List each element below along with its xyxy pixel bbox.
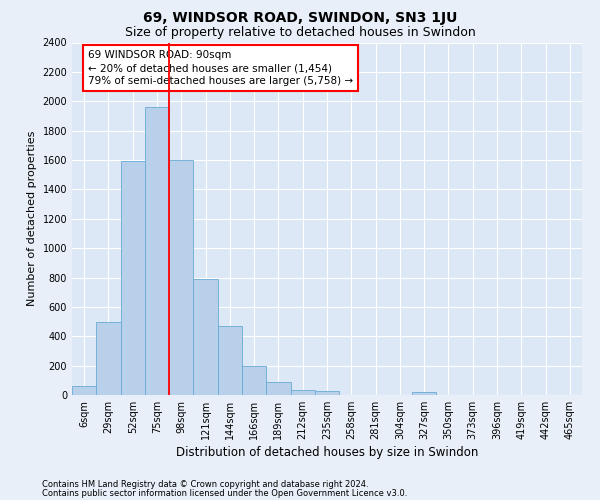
Bar (242, 366, 266, 395)
Text: 69 WINDSOR ROAD: 90sqm
← 20% of detached houses are smaller (1,454)
79% of semi-: 69 WINDSOR ROAD: 90sqm ← 20% of detached… (88, 50, 353, 86)
Bar (193, 279, 218, 395)
Bar (145, 107, 169, 395)
Bar (315, 392, 339, 395)
Bar (412, 392, 436, 395)
Bar (72, 386, 96, 395)
Text: Contains public sector information licensed under the Open Government Licence v3: Contains public sector information licen… (42, 488, 407, 498)
Bar (96, 322, 121, 395)
Text: 69, WINDSOR ROAD, SWINDON, SN3 1JU: 69, WINDSOR ROAD, SWINDON, SN3 1JU (143, 11, 457, 25)
Bar (218, 326, 242, 395)
Bar (290, 390, 315, 395)
Text: Size of property relative to detached houses in Swindon: Size of property relative to detached ho… (125, 26, 475, 39)
Y-axis label: Number of detached properties: Number of detached properties (27, 131, 37, 306)
Bar (266, 382, 290, 395)
Bar (121, 162, 145, 395)
X-axis label: Distribution of detached houses by size in Swindon: Distribution of detached houses by size … (176, 446, 478, 459)
Text: Contains HM Land Registry data © Crown copyright and database right 2024.: Contains HM Land Registry data © Crown c… (42, 480, 368, 489)
Bar (169, 160, 193, 395)
